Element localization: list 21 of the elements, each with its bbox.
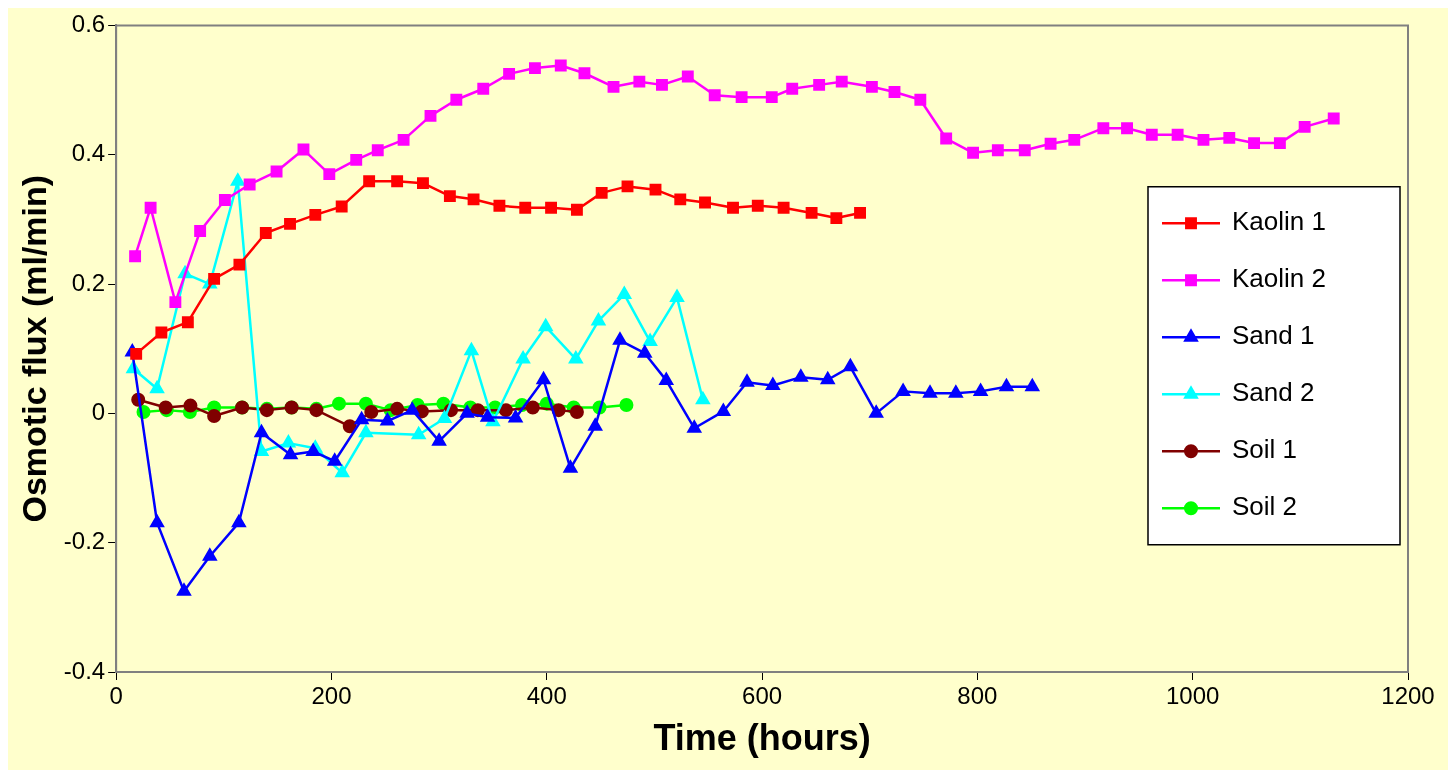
x-tick-label: 800 [957,682,998,710]
y-tick-label: 0.2 [71,268,106,296]
legend-label: Kaolin 1 [1232,206,1326,237]
legend-label: Kaolin 2 [1232,263,1326,294]
y-tick-label: -0.4 [63,656,106,684]
legend-label: Sand 2 [1232,377,1315,408]
legend-label: Sand 1 [1232,320,1315,351]
y-tick-label: 0.6 [71,10,106,38]
x-tick-label: 0 [109,682,123,710]
x-tick-label: 1000 [1166,682,1220,710]
x-axis-title: Time (hours) [653,717,871,759]
x-tick-label: 1200 [1381,682,1435,710]
y-axis-title: Osmotic flux (ml/min) [14,174,53,523]
y-tick-label: -0.2 [63,527,106,555]
legend-label: Soil 1 [1232,434,1298,465]
y-tick-label: 0 [91,397,106,425]
legend-label: Soil 2 [1232,491,1298,522]
x-tick-label: 400 [526,682,567,710]
y-tick-label: 0.4 [71,139,106,167]
x-tick-label: 600 [742,682,783,710]
x-tick-label: 200 [311,682,352,710]
